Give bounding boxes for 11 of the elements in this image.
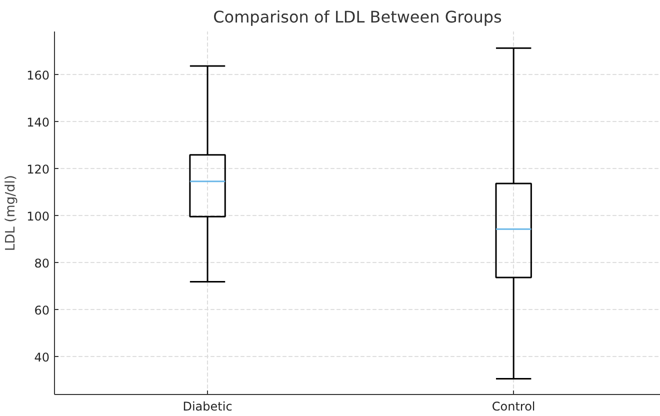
x-tick-label: Control (492, 400, 536, 414)
y-axis-title: LDL (mg/dl) (4, 175, 19, 251)
y-tick-label: 80 (34, 256, 50, 270)
y-tick-label: 40 (34, 350, 50, 364)
y-tick-label: 160 (26, 68, 50, 82)
x-tick-label: Diabetic (182, 400, 232, 414)
y-tick-label: 60 (34, 303, 50, 318)
y-tick-label: 140 (26, 115, 50, 130)
y-tick-label: 100 (26, 209, 50, 224)
y-tick-label: 120 (26, 162, 50, 176)
chart-title: Comparison of LDL Between Groups (213, 8, 502, 26)
